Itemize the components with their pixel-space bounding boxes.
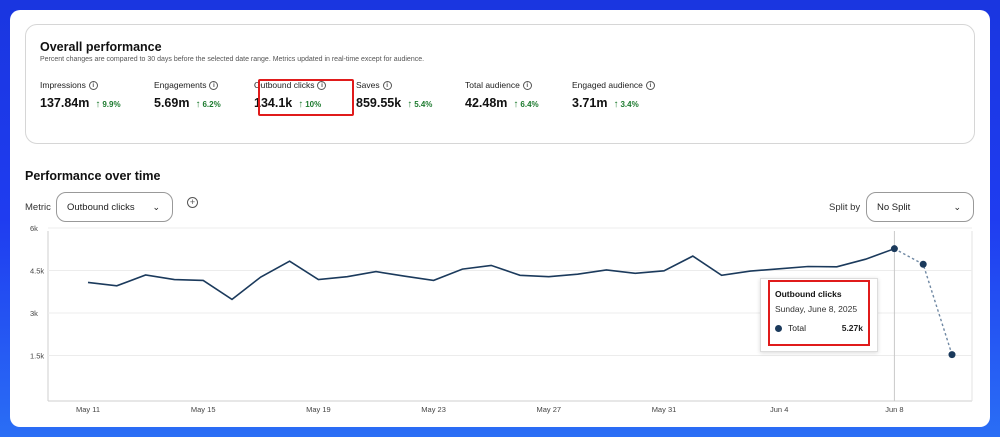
metric-value: 137.84m [40, 96, 90, 110]
performance-card: Overall performance Percent changes are … [10, 10, 990, 427]
tooltip-highlight [768, 280, 870, 346]
arrow-up-icon: ↑ [513, 99, 519, 110]
y-tick-label: 3k [30, 309, 38, 318]
metric-value: 134.1k [254, 96, 293, 110]
info-icon[interactable]: i [88, 80, 98, 90]
arrow-up-icon: ↑ [613, 99, 619, 110]
tooltip-date: Sunday, June 8, 2025 [775, 304, 858, 314]
info-icon[interactable]: i [522, 80, 532, 90]
y-tick-label: 4.5k [30, 267, 44, 276]
outbound-clicks-highlight [258, 79, 354, 116]
metric-change: 9.9% [102, 100, 121, 109]
overall-performance-title: Overall performance [40, 40, 162, 54]
metric-label: Engagements [154, 80, 207, 90]
info-icon[interactable]: i [209, 80, 219, 90]
chevron-down-icon: ⌄ [953, 201, 961, 212]
chart-tooltip [760, 278, 878, 352]
metric-value: 42.48m [465, 96, 508, 110]
arrow-up-icon: ↑ [95, 99, 101, 110]
data-point [890, 245, 898, 253]
metric-change: 5.4% [414, 100, 433, 109]
metric-label: Impressions [40, 80, 86, 90]
overall-performance-panel: Overall performance Percent changes are … [25, 24, 975, 144]
y-tick-label: 6k [30, 224, 38, 233]
metric-outbound-clicks[interactable]: Outbound clicks i 134.1k ↑ 10% [254, 80, 327, 110]
split-by-dropdown[interactable]: No Split ⌄ [866, 192, 974, 222]
metric-engagements[interactable]: Engagements i 5.69m ↑ 6.2% [154, 80, 221, 110]
tooltip-series-value: 5.27k [841, 323, 863, 333]
metric-dropdown[interactable]: Outbound clicks ⌄ [56, 192, 173, 222]
metric-selector-label: Metric [25, 202, 51, 213]
metric-value: 859.55k [356, 96, 402, 110]
tooltip-title: Outbound clicks [775, 289, 842, 299]
metric-dropdown-value: Outbound clicks [67, 201, 135, 213]
x-tick-label: May 23 [421, 405, 446, 414]
overall-performance-subtitle: Percent changes are compared to 30 days … [40, 56, 425, 63]
metric-change: 6.4% [520, 100, 539, 109]
metric-impressions[interactable]: Impressions i 137.84m ↑ 9.9% [40, 80, 121, 110]
arrow-up-icon: ↑ [407, 99, 413, 110]
chevron-down-icon: ⌄ [152, 201, 160, 212]
data-point [919, 260, 927, 268]
split-by-label: Split by [829, 202, 861, 213]
info-icon[interactable]: i [317, 80, 327, 90]
x-tick-label: May 15 [191, 405, 216, 414]
performance-line-chart[interactable]: 1.5k 3k 4.5k 6k May 11 May 15 May 19 May 23 May … [10, 10, 990, 427]
tooltip-series-row: Total 5.27k [775, 323, 863, 333]
metric-value: 5.69m [154, 96, 190, 110]
arrow-up-icon: ↑ [195, 99, 201, 110]
metric-engaged-audience[interactable]: Engaged audience i 3.71m ↑ 3.4% [572, 80, 655, 110]
tooltip-series-name: Total [788, 323, 806, 333]
metric-change: 10% [305, 100, 322, 109]
metric-label: Total audience [465, 80, 520, 90]
metric-label: Engaged audience [572, 80, 643, 90]
info-icon[interactable]: i [645, 80, 655, 90]
metric-label: Outbound clicks [254, 80, 315, 90]
series-line-total [87, 247, 895, 301]
series-line-projected [894, 248, 953, 355]
info-icon[interactable]: i [382, 80, 392, 90]
metric-change: 6.2% [202, 100, 221, 109]
x-tick-label: Jun 8 [885, 405, 903, 414]
x-tick-label: May 27 [536, 405, 561, 414]
add-metric-icon[interactable]: + [187, 197, 198, 208]
metric-value: 3.71m [572, 96, 608, 110]
y-tick-label: 1.5k [30, 352, 44, 361]
metric-total-audience[interactable]: Total audience i 42.48m ↑ 6.4% [465, 80, 539, 110]
data-point [948, 351, 956, 359]
performance-over-time-title: Performance over time [25, 169, 161, 183]
metric-change: 3.4% [620, 100, 639, 109]
x-tick-label: May 19 [306, 405, 331, 414]
x-tick-label: Jun 4 [770, 405, 788, 414]
metric-label: Saves [356, 80, 380, 90]
x-tick-label: May 31 [652, 405, 677, 414]
split-by-dropdown-value: No Split [877, 201, 911, 213]
metric-saves[interactable]: Saves i 859.55k ↑ 5.4% [356, 80, 432, 110]
x-tick-label: May 11 [76, 405, 100, 414]
series-dot-icon [775, 324, 782, 332]
arrow-up-icon: ↑ [298, 99, 304, 110]
